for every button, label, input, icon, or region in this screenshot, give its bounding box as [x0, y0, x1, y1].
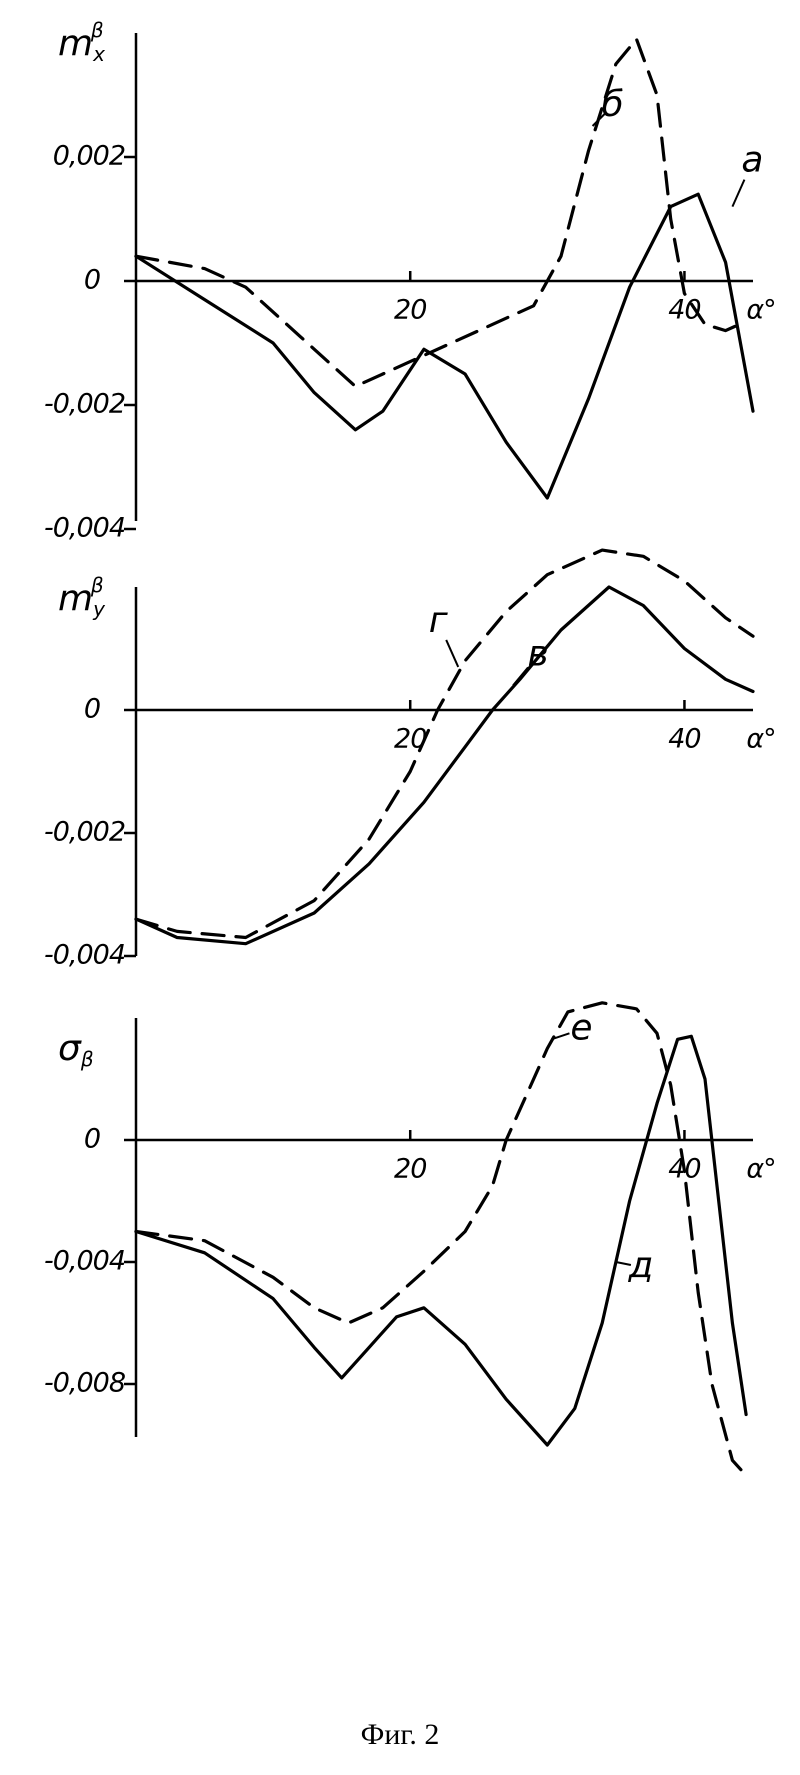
series-label: д — [627, 1245, 653, 1286]
series-label: б — [601, 84, 623, 125]
y-axis-label-part: β — [90, 18, 104, 42]
x-tick-label: 40 — [668, 724, 700, 755]
series-label: в — [527, 633, 548, 674]
figure: Фиг. 2 mxβ-0,004-0,00200,0022040α°абmyβ-… — [0, 0, 800, 1775]
y-tick-label: -0,004 — [44, 940, 125, 971]
panel: mxβ-0,004-0,00200,0022040α°аб — [44, 18, 776, 544]
y-tick-label: 0 — [84, 265, 100, 296]
y-tick-label: 0 — [84, 694, 100, 725]
y-axis-label-part: σ — [58, 1028, 82, 1069]
x-tick-label: 20 — [394, 295, 426, 326]
y-tick-label: -0,004 — [44, 513, 125, 544]
label-leader — [513, 667, 528, 685]
page: {"chart_data": [ {"type": "line", "y_lab… — [0, 0, 800, 1775]
panel: σβ-0,008-0,00402040α°де — [44, 1003, 776, 1476]
series-line — [136, 1036, 746, 1445]
y-tick-label: -0,004 — [44, 1246, 125, 1277]
series-line — [136, 39, 739, 386]
x-axis-label: α° — [746, 724, 775, 755]
panel: myβ-0,004-0,00202040α°вг — [44, 550, 776, 970]
y-axis-label-part: m — [58, 23, 93, 64]
y-axis-label-part: m — [58, 578, 93, 619]
caption: Фиг. 2 — [361, 1718, 440, 1751]
y-tick-label: -0,008 — [44, 1368, 125, 1399]
y-tick-label: 0 — [84, 1124, 100, 1155]
x-axis-label: α° — [746, 295, 775, 326]
series-label: г — [429, 600, 449, 641]
y-axis-label-part: y — [92, 597, 106, 621]
x-tick-label: 20 — [394, 1154, 426, 1185]
y-tick-label: -0,002 — [44, 389, 125, 420]
label-leader — [446, 640, 458, 667]
y-axis-label: myβ — [58, 573, 106, 621]
series-label: а — [741, 140, 763, 181]
y-tick-label: -0,002 — [44, 817, 125, 848]
y-axis-label-part: β — [90, 573, 104, 597]
y-axis-label-part: β — [80, 1047, 94, 1071]
series-line — [136, 1003, 746, 1476]
x-axis-label: α° — [746, 1154, 775, 1185]
series-label: е — [570, 1007, 592, 1048]
y-tick-label: 0,002 — [53, 141, 125, 172]
y-axis-label: mxβ — [58, 18, 105, 66]
y-axis-label-part: x — [92, 42, 105, 66]
label-leader — [732, 180, 744, 207]
y-axis-label: σβ — [58, 1028, 94, 1071]
